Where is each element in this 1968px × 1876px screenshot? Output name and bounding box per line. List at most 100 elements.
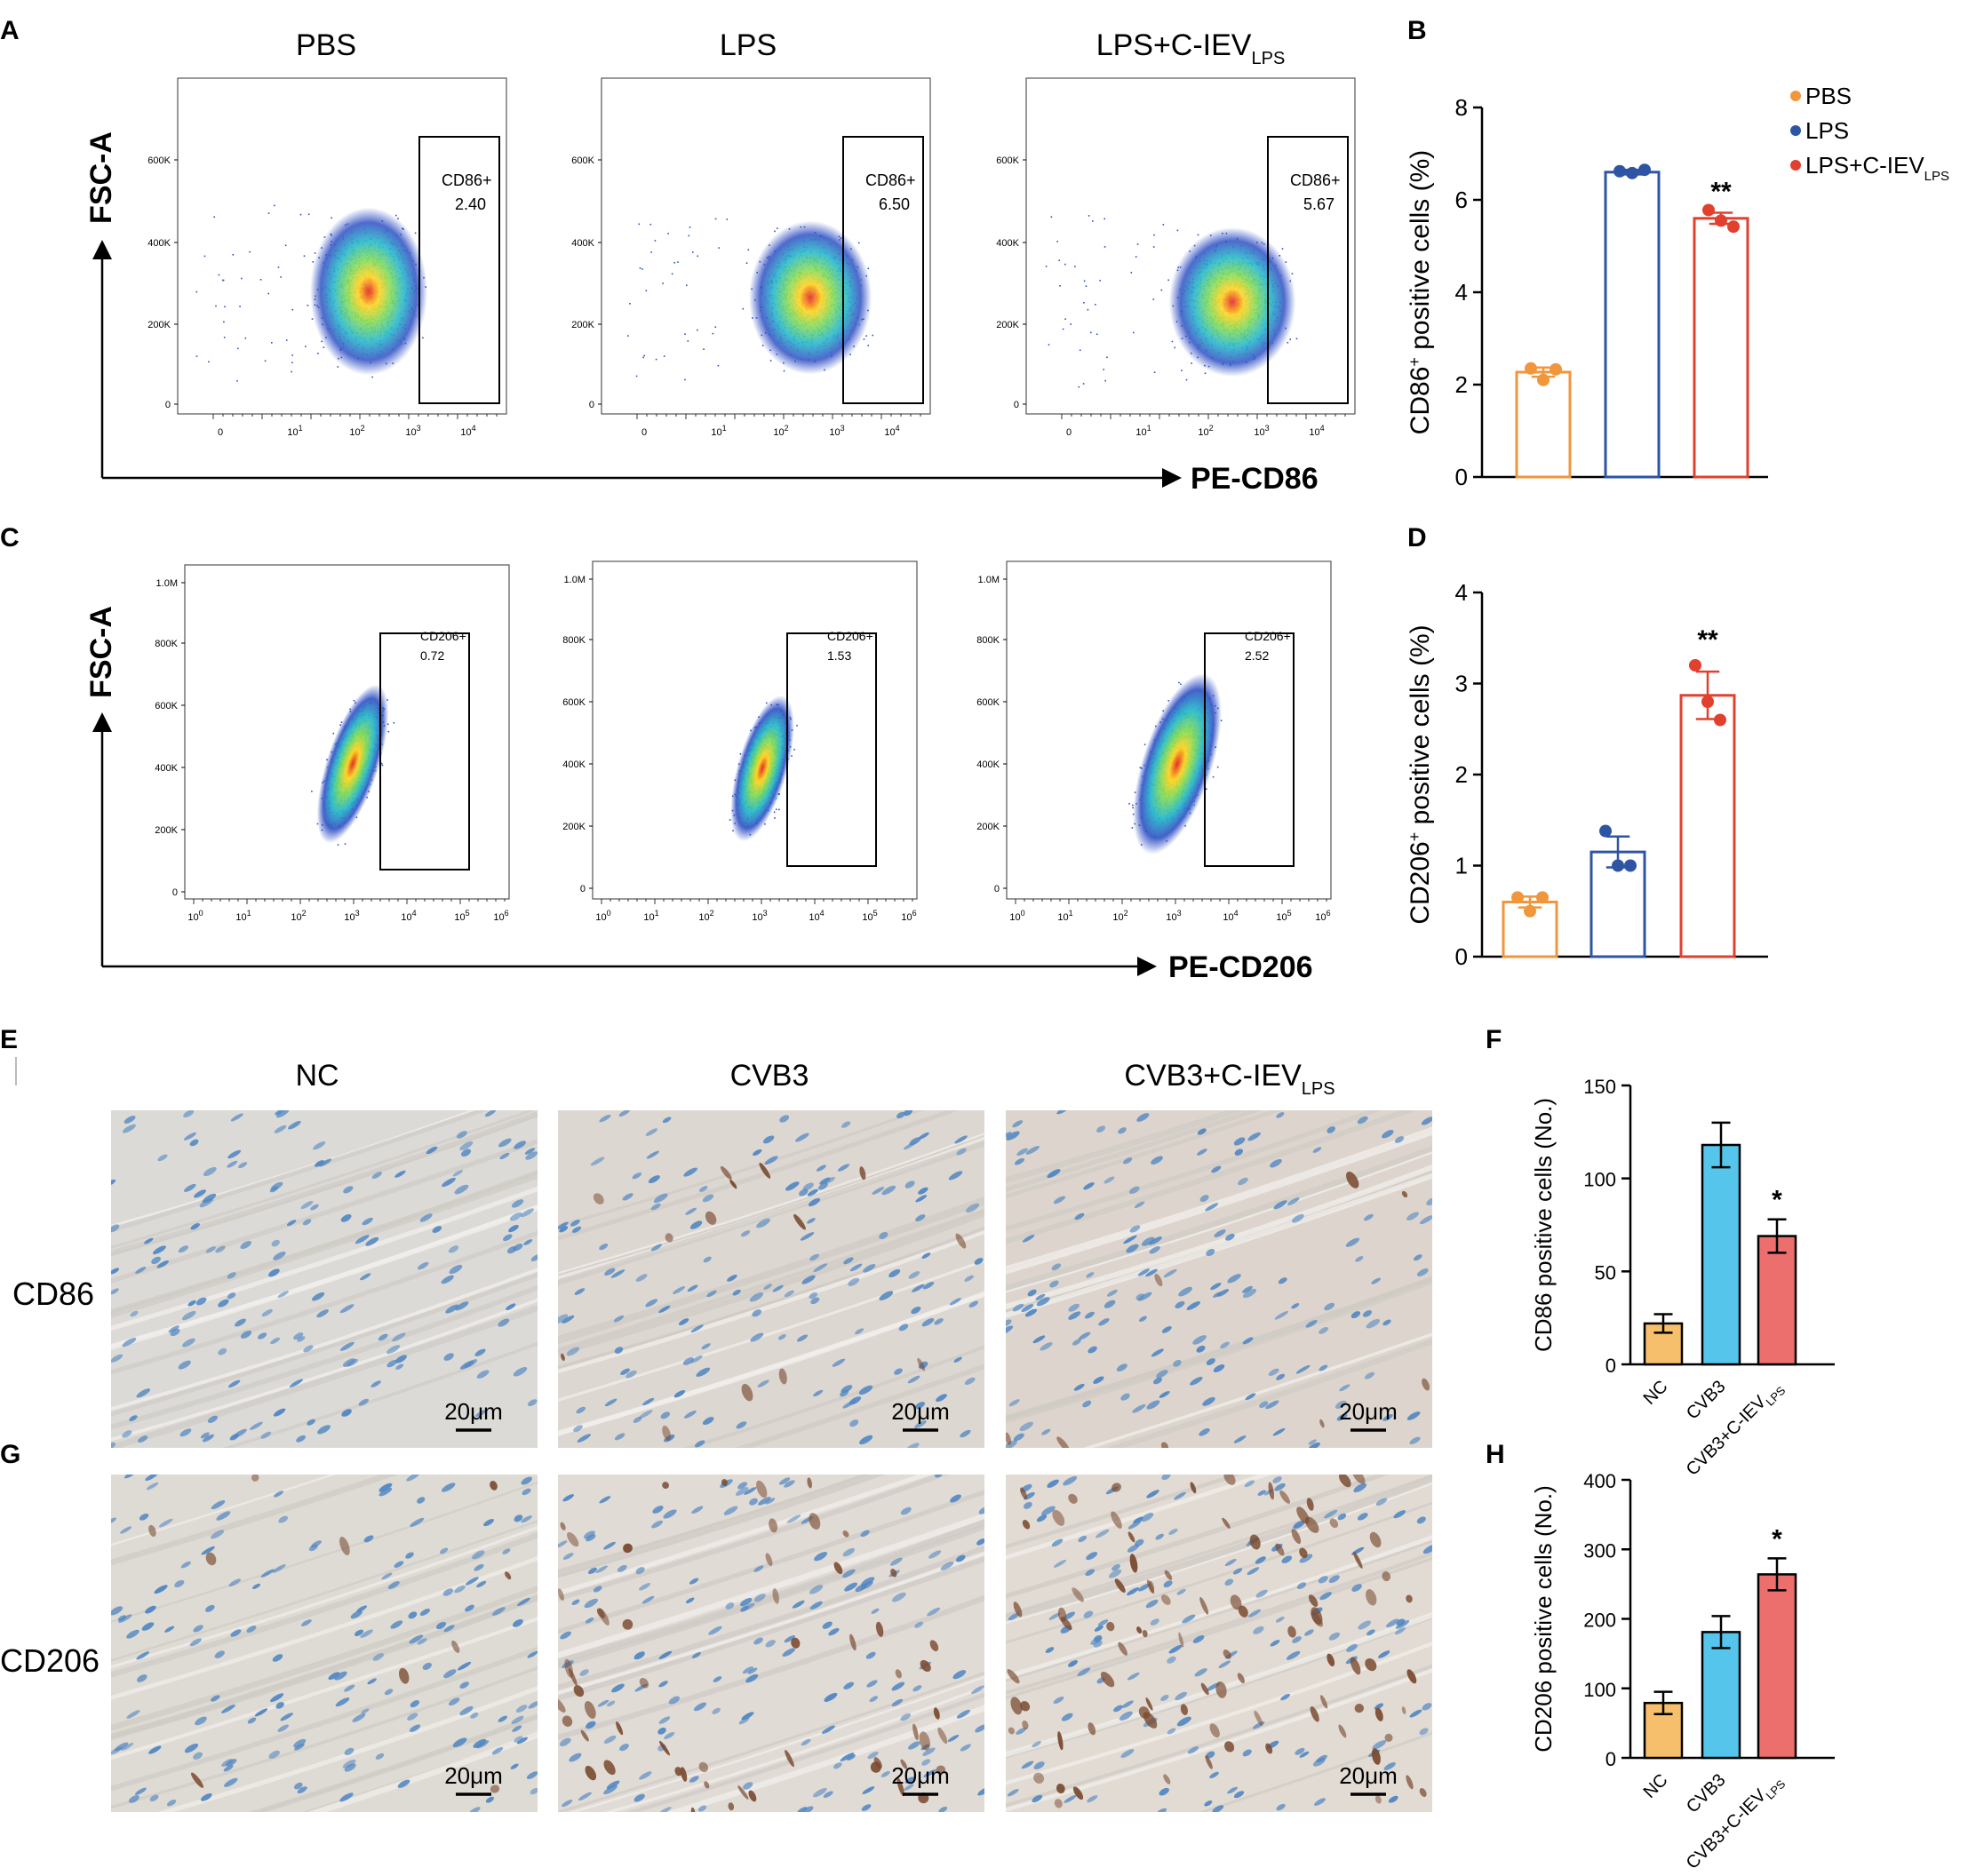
flow-a-dot-sparse	[1153, 234, 1155, 236]
flow-a-dot-sparse	[195, 290, 198, 293]
flow-a-dot-sparse	[714, 326, 717, 328]
flow-a-x-axis-label: PE-CD86	[1191, 462, 1319, 496]
flow-a-dot-sparse	[291, 362, 293, 364]
flow-a-dot-sparse	[1106, 356, 1108, 359]
flow-c-xtick-label: 100	[595, 909, 610, 923]
flow-c-density	[316, 684, 389, 844]
flow-a-xtick-exp: 2	[361, 424, 365, 433]
flow-a-y-axis-label: FSC-A	[84, 131, 118, 224]
flow-a-dot-sparse	[1104, 246, 1106, 248]
flow-a-dot-sparse	[291, 308, 294, 311]
flow-a-dot	[1167, 279, 1169, 282]
flow-a-dot-sparse	[1048, 344, 1050, 346]
flow-a-gate	[1267, 136, 1349, 404]
flow-a-xtick-label: 104	[884, 424, 899, 438]
flow-a-dot-sparse	[1181, 370, 1183, 371]
flow-c-ytick-label: 400K	[562, 759, 586, 770]
flow-a-dot	[867, 267, 870, 270]
flow-a-dot	[311, 318, 314, 320]
flow-a-dot-sparse	[635, 375, 638, 378]
flow-a-gate-name: CD86+	[1290, 171, 1341, 189]
flow-a-dot-sparse	[662, 282, 664, 284]
flow-a-gate-value: 2.40	[455, 195, 486, 213]
flow-a-dot-sparse	[280, 276, 282, 278]
flow-a-density	[1168, 227, 1296, 377]
flow-a-dot-sparse	[1070, 323, 1072, 325]
flow-a-dot-sparse	[697, 255, 698, 258]
flow-a-dot-sparse	[684, 378, 686, 381]
flow-a-title-3: LPS+C-IEVLPS	[1096, 28, 1286, 68]
flow-a-dot-sparse	[643, 354, 645, 357]
flow-c-ytick-label: 200K	[155, 825, 178, 836]
flow-a-dot-sparse	[218, 274, 220, 276]
flow-a-dot-sparse	[1062, 328, 1064, 330]
flow-a-density	[749, 220, 872, 375]
flow-a-gate-value: 5.67	[1303, 195, 1335, 213]
flow-a-dot-sparse	[686, 284, 688, 287]
flow-a-dot-sparse	[1058, 259, 1060, 261]
panel-letter-h: H	[1486, 1440, 1505, 1469]
flow-c-xtick-label: 102	[291, 909, 306, 923]
flow-c-xtick-label: 102	[698, 909, 713, 923]
flow-a-dot-sparse	[692, 251, 694, 253]
flow-c-xtick-exp: 0	[199, 909, 203, 918]
flow-a-dot-sparse	[689, 227, 691, 228]
flow-a-dot-sparse	[222, 279, 225, 282]
flow-a-xtick-exp: 2	[1209, 424, 1214, 433]
flow-a-dot-sparse	[223, 337, 226, 338]
flow-c-xtick-label: 103	[344, 909, 359, 923]
flow-a-gate	[418, 136, 500, 404]
flow-a-dot-sparse	[1171, 340, 1174, 343]
flow-a-dot-sparse	[1087, 308, 1089, 311]
flow-a-dot-sparse	[1185, 378, 1188, 381]
flow-a-dot-sparse	[677, 261, 679, 263]
flow-c-xtick-exp: 1	[655, 909, 659, 918]
flow-c-ytick-label: 600K	[562, 697, 586, 708]
flow-a-dot-sparse	[305, 346, 307, 347]
flow-a-ytick-label: 200K	[996, 320, 1019, 330]
flow-a-dot-sparse	[1174, 346, 1175, 349]
flow-a-dot-sparse	[271, 342, 273, 344]
flow-a-dot-sparse	[317, 353, 319, 354]
flow-a-xtick-exp: 3	[1265, 424, 1270, 433]
flow-c-gate-name: CD206+	[420, 629, 466, 643]
panel-a-flow: PBS LPS LPS+C-IEVLPS CD86+2.40600K400K20…	[84, 28, 1356, 496]
flow-a-dot-sparse	[1162, 224, 1165, 226]
flow-a-xtick-exp: 1	[1147, 424, 1151, 433]
flow-c-dot	[774, 817, 776, 820]
flow-a-xtick-label: 101	[1135, 424, 1151, 438]
flow-c-gate-value: 0.72	[420, 648, 444, 663]
flow-c-ytick-label: 0	[172, 887, 178, 898]
flow-a-dot-sparse	[239, 306, 241, 307]
flow-a-dot	[422, 337, 424, 339]
flow-c-xtick-exp: 3	[355, 909, 360, 918]
flow-a-dot-sparse	[267, 292, 269, 295]
flow-a-xtick-label: 0	[218, 427, 223, 438]
flow-a-dot-sparse	[1078, 386, 1080, 388]
flow-a-title-3-sub: LPS	[1252, 49, 1286, 68]
flow-c-xtick-exp: 2	[710, 909, 714, 918]
flow-a-dot	[857, 242, 860, 244]
flow-c-dot	[344, 843, 347, 846]
flow-a-dot-sparse	[285, 339, 288, 341]
flow-c-scatter	[1127, 673, 1223, 855]
flow-c-gate	[379, 632, 470, 870]
flow-a-dot-sparse	[1160, 289, 1163, 291]
flow-a-dot-sparse	[244, 337, 247, 339]
flow-a-xtick-label: 101	[287, 424, 302, 438]
flow-a-dot-sparse	[291, 370, 292, 373]
flow-a-dot-sparse	[1152, 246, 1155, 248]
flow-c-dot	[387, 730, 390, 733]
flow-c-dot	[793, 748, 795, 751]
flow-c-scatter	[729, 695, 798, 842]
flow-a-ytick-label: 600K	[571, 155, 594, 166]
flow-c-xtick-exp: 4	[412, 909, 417, 918]
flow-a-dot-sparse	[274, 204, 275, 207]
flow-a-dot-sparse	[303, 255, 306, 257]
flow-a-dot-sparse	[291, 354, 293, 356]
flow-a-dot-sparse	[208, 361, 210, 363]
flow-a-dot-sparse	[641, 268, 643, 270]
flow-a-dot	[312, 261, 315, 263]
